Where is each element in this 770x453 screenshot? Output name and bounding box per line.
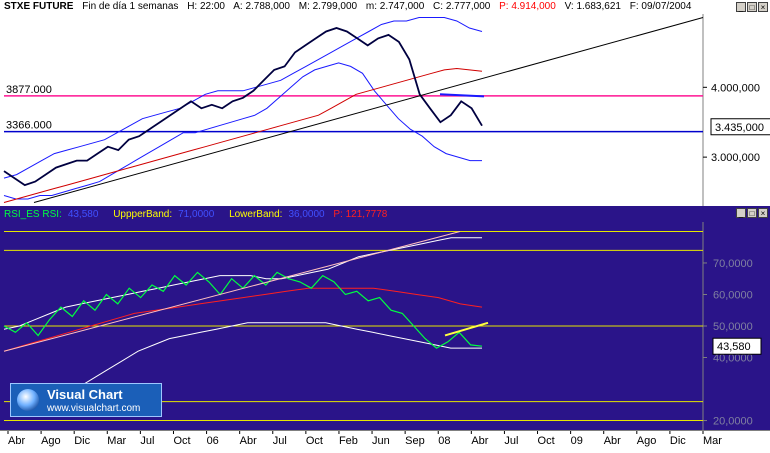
upper-band-value: 71,0000 — [178, 209, 215, 220]
logo-title: Visual Chart — [47, 387, 123, 402]
upper-band-label: UppperBand: — [113, 209, 173, 220]
upper-bollinger-line — [3, 17, 483, 179]
time-tick-label: 09 — [571, 435, 583, 447]
last-price-label: 3.435,000 — [715, 122, 764, 134]
time-tick-label: Jul — [140, 435, 154, 447]
time-tick-label: Mar — [703, 435, 722, 447]
last-rsi-box — [712, 337, 762, 355]
date-value: F: 09/07/2004 — [629, 1, 692, 12]
minimize-button[interactable]: _ — [736, 2, 746, 12]
a-value: A: 2.788,000 — [233, 1, 290, 12]
rsi-maximize-button[interactable]: □ — [747, 208, 757, 218]
rsi-line — [3, 271, 483, 349]
visual-chart-logo: Visual Chart www.visualchart.com — [10, 383, 162, 417]
price-short-trendline — [439, 93, 485, 98]
rsi-p-value: P: 121,7778 — [333, 209, 388, 220]
price-level-label: 3366.000 — [6, 120, 52, 132]
rsi-tick-label: 20,0000 — [713, 416, 753, 428]
price-chart: 3.000,000 4.000,000 3877.000 3366.000 3.435,… — [3, 14, 770, 206]
rsi-window-controls: _ □ × — [736, 208, 768, 218]
rsi-upper-band — [3, 237, 482, 330]
time-tick-label: Ago — [637, 435, 657, 447]
last-price-box — [710, 118, 770, 136]
lower-band-value: 36,0000 — [288, 209, 325, 220]
close-value: C: 2.777,000 — [433, 1, 491, 12]
globe-icon — [17, 389, 39, 411]
price-tick-label: 3.000,000 — [711, 152, 760, 164]
time-axis: Abr Ago Dic Mar Jul Oct 06 Abr Jul Oct Feb Jun Sep 08… — [0, 430, 770, 448]
time-tick-label: Ago — [41, 435, 61, 447]
price-trendline — [33, 17, 704, 203]
time-tick-label: Oct — [173, 435, 190, 447]
lower-band-label: LowerBand: — [229, 209, 283, 220]
time-tick-label: Feb — [339, 435, 358, 447]
rsi-average-line — [3, 287, 483, 352]
low-value: m: 2.747,000 — [365, 1, 425, 12]
rsi-tick-label: 50,0000 — [713, 321, 753, 333]
time-tick-label: Sep — [405, 435, 425, 447]
time-tick-label: Jul — [504, 435, 518, 447]
maximize-button[interactable]: □ — [747, 2, 757, 12]
rsi-tick-label: 60,0000 — [713, 289, 753, 301]
time-tick-label: Abr — [604, 435, 621, 447]
rsi-minimize-button[interactable]: _ — [736, 208, 746, 218]
time-tick-label: Dic — [74, 435, 90, 447]
price-line — [3, 27, 483, 187]
high-label: H: 22:00 — [187, 1, 225, 12]
rsi-short-trendline — [444, 321, 489, 337]
last-rsi-label: 43,580 — [717, 341, 751, 353]
price-tick-label: 4.000,000 — [711, 82, 760, 94]
logo-url: www.visualchart.com — [47, 403, 141, 414]
rsi-value: 43,580 — [67, 209, 99, 220]
time-tick-label: Abr — [8, 435, 25, 447]
time-tick-label: Jun — [372, 435, 390, 447]
time-tick-label: 06 — [207, 435, 219, 447]
time-tick-label: Abr — [240, 435, 257, 447]
p-value: P: 4.914,000 — [499, 1, 556, 12]
time-tick-label: Jul — [273, 435, 287, 447]
rsi-lower-band — [59, 322, 482, 399]
price-header: STXE FUTURE Fin de día 1 semanas H: 22:0… — [4, 1, 697, 13]
rsi-tick-label: 40,0000 — [713, 353, 753, 365]
m-value: M: 2.799,000 — [298, 1, 358, 12]
rsi-title: RSI_ES RSI: — [4, 209, 62, 220]
rsi-trendline — [3, 230, 461, 352]
symbol-label: STXE FUTURE — [4, 1, 74, 12]
price-level-label: 3877.000 — [6, 84, 52, 96]
price-window-controls: _ □ × — [736, 2, 768, 12]
price-pane: STXE FUTURE Fin de día 1 semanas H: 22:0… — [0, 0, 770, 207]
period-label: Fin de día 1 semanas — [82, 1, 179, 12]
time-axis-svg: Abr Ago Dic Mar Jul Oct 06 Abr Jul Oct Feb Jun Sep 08… — [7, 431, 722, 447]
time-tick-label: Mar — [107, 435, 126, 447]
rsi-header: RSI_ES RSI: 43,580 UppperBand: 71,0000 Low… — [4, 209, 393, 221]
time-tick-label: Dic — [670, 435, 686, 447]
rsi-close-button[interactable]: × — [758, 208, 768, 218]
close-button[interactable]: × — [758, 2, 768, 12]
lower-bollinger-line — [3, 62, 482, 200]
time-tick-label: 08 — [438, 435, 450, 447]
v-value: V: 1.683,621 — [564, 1, 621, 12]
moving-average-line — [3, 67, 483, 203]
time-tick-label: Oct — [306, 435, 323, 447]
time-tick-label: Oct — [538, 435, 555, 447]
time-tick-label: Abr — [471, 435, 488, 447]
rsi-tick-label: 70,0000 — [713, 258, 753, 270]
